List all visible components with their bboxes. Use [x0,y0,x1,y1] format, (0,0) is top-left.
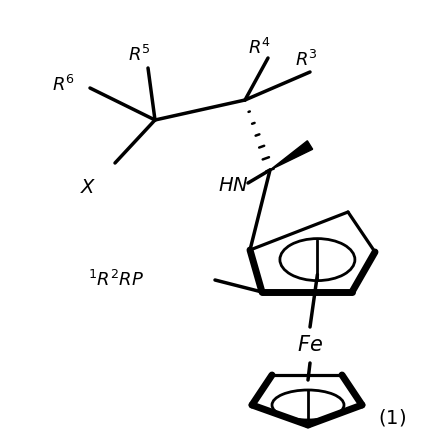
Text: $X$: $X$ [79,178,96,197]
Text: $(1)$: $(1)$ [377,408,405,429]
Text: $R^4$: $R^4$ [247,38,270,58]
Text: $R^6$: $R^6$ [52,75,75,95]
Text: $R^5$: $R^5$ [128,45,150,65]
Text: $Fe$: $Fe$ [296,335,322,355]
Text: $^1R^2RP$: $^1R^2RP$ [88,270,144,290]
Text: $R^3$: $R^3$ [294,50,317,70]
Text: $HN$: $HN$ [217,175,248,194]
Polygon shape [270,141,312,170]
